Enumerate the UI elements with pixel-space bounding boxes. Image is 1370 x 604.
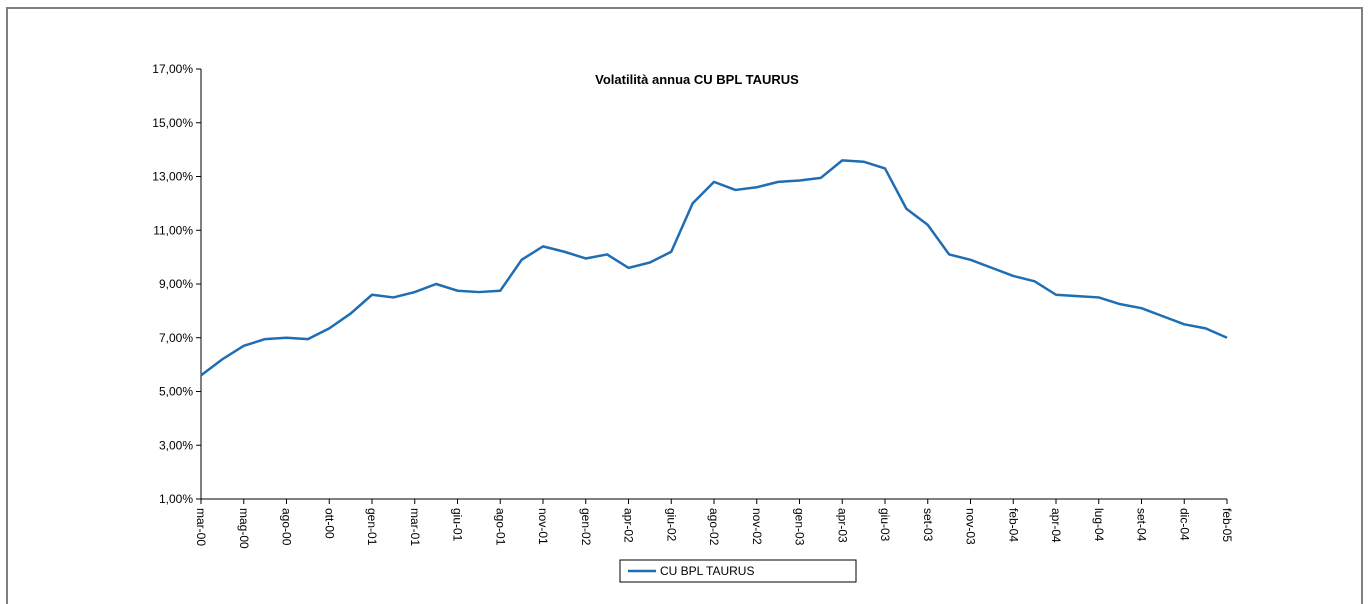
chart-frame (6, 7, 1363, 604)
x-tick-label: apr-02 (622, 508, 636, 543)
x-tick-label: ott-00 (322, 508, 336, 539)
x-tick-label: gen-03 (793, 508, 807, 546)
y-tick-label: 11,00% (153, 223, 193, 237)
chart-title: Volatilità annua CU BPL TAURUS (595, 72, 799, 87)
x-tick-label: giu-02 (664, 508, 678, 542)
x-tick-label: dic-04 (1177, 508, 1191, 541)
x-tick-label: apr-03 (835, 508, 849, 543)
x-tick-label: giu-01 (451, 508, 465, 542)
x-tick-label: gen-01 (365, 508, 379, 546)
x-tick-label: gen-02 (579, 508, 593, 546)
x-tick-label: nov-02 (750, 508, 764, 545)
x-tick-label: apr-04 (1049, 508, 1063, 543)
x-tick-label: set-03 (921, 508, 935, 542)
legend-box (619, 559, 857, 583)
x-tick-label: mar-00 (194, 508, 208, 546)
x-tick-label: feb-04 (1006, 508, 1020, 542)
x-tick-label: nov-03 (964, 508, 978, 545)
y-tick-label: 3,00% (159, 438, 193, 452)
x-tick-label: nov-01 (536, 508, 550, 545)
y-tick-label: 17,00% (152, 62, 193, 76)
x-tick-label: ago-01 (493, 508, 507, 546)
legend-label: CU BPL TAURUS (660, 564, 754, 578)
y-tick-label: 7,00% (159, 331, 193, 345)
series-line (200, 159, 1228, 377)
x-tick-label: feb-05 (1220, 508, 1234, 542)
y-tick-label: 9,00% (159, 277, 193, 291)
x-tick-label: ago-02 (707, 508, 721, 546)
x-tick-label: mar-01 (408, 508, 422, 546)
y-tick-label: 5,00% (159, 385, 193, 399)
y-tick-label: 1,00% (159, 492, 193, 506)
x-tick-label: mag-00 (237, 508, 251, 549)
x-tick-label: giu-03 (878, 508, 892, 542)
y-tick-label: 15,00% (152, 116, 193, 130)
x-tick-label: ago-00 (280, 508, 294, 546)
y-tick-label: 13,00% (152, 170, 193, 184)
x-tick-label: lug-04 (1092, 508, 1106, 542)
x-tick-label: set-04 (1135, 508, 1149, 542)
